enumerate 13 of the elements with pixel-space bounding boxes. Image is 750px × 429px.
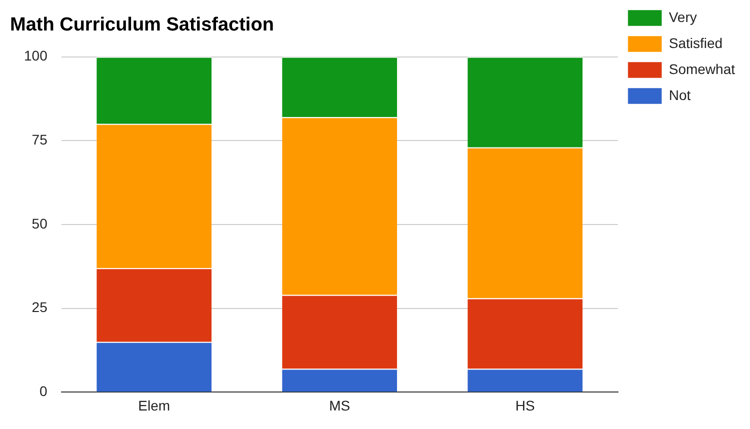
y-tick-label: 25 — [32, 299, 48, 316]
legend-label: Somewhat — [668, 60, 736, 77]
x-tick-label: Elem — [138, 397, 170, 414]
chart-title: Math Curriculum Satisfaction — [10, 14, 274, 36]
x-tick-label: HS — [515, 397, 535, 414]
x-tick-label: MS — [329, 397, 350, 414]
y-tick-label: 0 — [40, 383, 48, 400]
y-tick-label: 75 — [32, 132, 48, 148]
y-tick-label: 100 — [24, 48, 48, 64]
y-tick-label: 50 — [32, 215, 48, 232]
legend-label: Satisfied — [668, 34, 723, 51]
legend-label: Very — [668, 8, 697, 25]
legend-label: Not — [668, 86, 691, 103]
